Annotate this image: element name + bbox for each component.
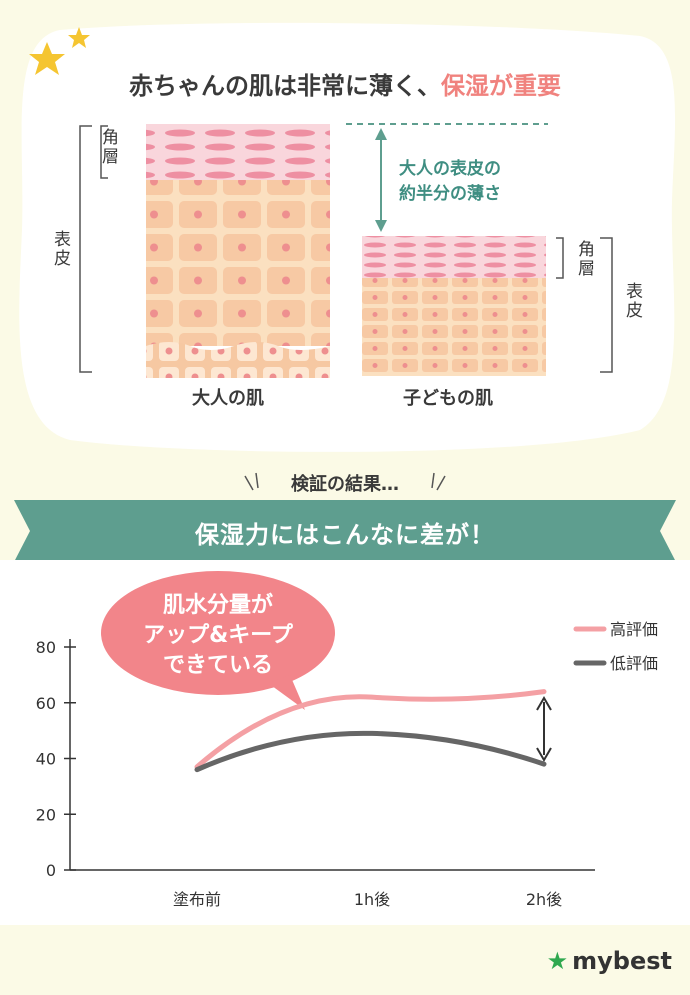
y-tick-label: 20 <box>36 805 56 824</box>
adult-skin-caption: 大人の肌 <box>192 388 264 409</box>
child-epidermis-label: 表皮 <box>622 282 642 320</box>
speech-bubble: 肌水分量が アップ&キープ できている <box>101 571 335 710</box>
difference-arrow <box>536 696 552 762</box>
child-stratum-label: 角層 <box>574 240 594 278</box>
y-tick-label: 0 <box>46 861 56 880</box>
verify-result-text: 検証の結果… <box>291 474 399 495</box>
y-tick-label: 60 <box>36 694 56 713</box>
legend-label: 低評価 <box>610 654 658 673</box>
adult-epidermis-label: 表皮 <box>50 230 70 268</box>
footer <box>0 925 690 995</box>
chart-area: 肌水分量が アップ&キープ できている 0 20 40 60 80 塗布前 1h後 2h後 高… <box>0 560 690 925</box>
banner-text: 保湿力にはこんなに差が！ <box>195 521 495 549</box>
bubble-line-2: アップ&キープ <box>143 623 294 648</box>
y-tick-label: 80 <box>36 638 56 657</box>
x-tick-label: 2h後 <box>526 890 562 909</box>
mybest-logo: ★ mybest <box>546 947 672 975</box>
x-tick-label: 1h後 <box>354 890 390 909</box>
result-banner <box>14 500 676 562</box>
bubble-line-3: できている <box>163 653 273 678</box>
thickness-note: 大人の表皮の 約半分の薄さ <box>399 159 501 204</box>
star-icon <box>29 27 90 75</box>
x-tick-label: 塗布前 <box>173 890 221 909</box>
adult-stratum-label: 角層 <box>98 128 118 166</box>
spark-marks <box>244 472 446 491</box>
series-line-2 <box>194 730 547 773</box>
skin-illustration-card <box>19 22 676 452</box>
legend-label: 高評価 <box>610 620 658 639</box>
illustration-title: 赤ちゃんの肌は非常に薄く、保湿が重要 <box>129 72 561 100</box>
bubble-line-1: 肌水分量が <box>163 592 273 618</box>
star-icon: ★ <box>546 947 569 975</box>
y-tick-label: 40 <box>36 750 56 769</box>
series-line-1 <box>194 689 547 770</box>
child-skin-caption: 子どもの肌 <box>403 388 493 409</box>
moisture-line-chart: 肌水分量が アップ&キープ できている 0 20 40 60 80 塗布前 1h後 2h後 高… <box>36 571 658 909</box>
